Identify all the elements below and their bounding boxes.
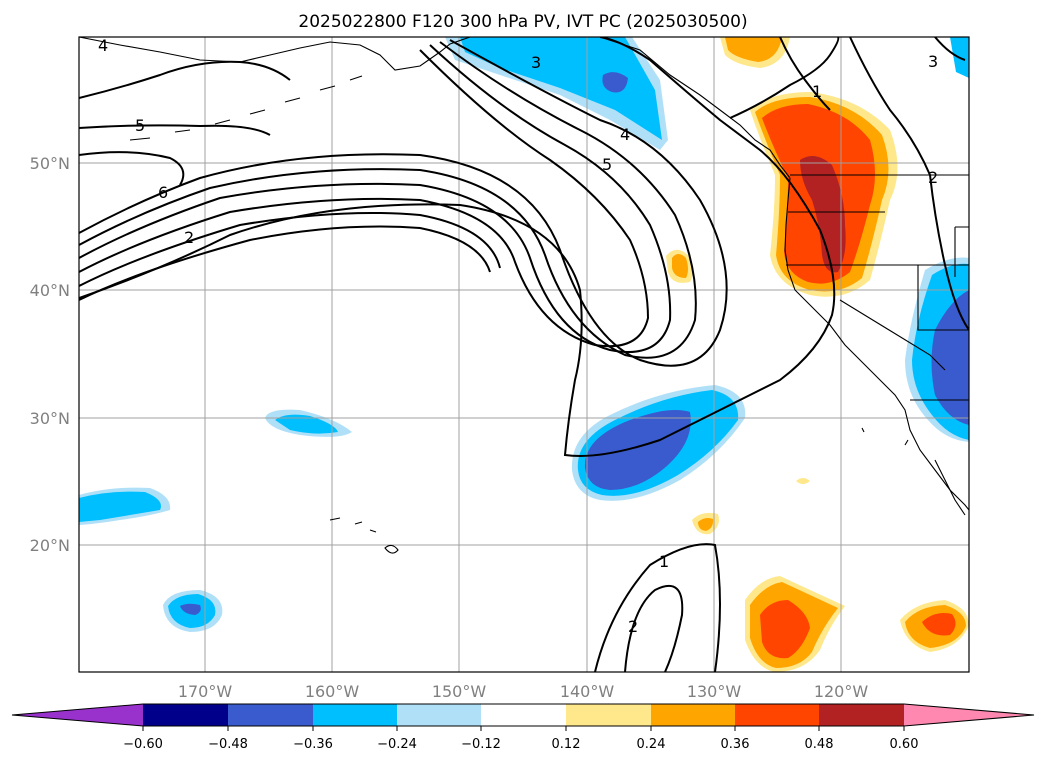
ivt-negative-region-west-edge-core bbox=[79, 491, 161, 522]
ivt-positive-region-pacific-northwest-max bbox=[800, 156, 846, 273]
pv-contour-2-south bbox=[624, 584, 684, 672]
state-border-nv-az bbox=[917, 265, 969, 331]
colorbar-ticks bbox=[142, 726, 905, 731]
latitude-labels: 50°N 40°N 30°N 20°N bbox=[30, 154, 70, 555]
pv-contour-1-right bbox=[729, 37, 840, 119]
colorbar-segment bbox=[397, 704, 481, 726]
map-frame bbox=[78, 36, 970, 673]
pv-contour-6-northwest bbox=[79, 151, 185, 186]
colorbar-tick-label: 0.48 bbox=[805, 737, 834, 752]
longitude-labels: 170°W 160°W 150°W 140°W 130°W 120°W bbox=[178, 682, 869, 701]
contour-labels: 4 5 6 2 3 4 5 1 2 3 1 2 bbox=[98, 36, 938, 636]
colorbar-tick-label: 0.12 bbox=[552, 737, 581, 752]
contour-label: 1 bbox=[659, 552, 669, 571]
colorbar-tick-label: −0.60 bbox=[123, 737, 163, 752]
small-island-mexico bbox=[861, 427, 909, 446]
colorbar-tick-label: 0.24 bbox=[637, 737, 666, 752]
pv-contour-trough-4 bbox=[79, 49, 650, 348]
pv-contour-right-edge bbox=[849, 37, 969, 331]
pv-contour-trough-1 bbox=[79, 39, 728, 367]
lat-label: 20°N bbox=[30, 536, 70, 555]
contour-label: 3 bbox=[928, 52, 938, 71]
negative-anomaly-regions bbox=[79, 37, 969, 632]
alaska-coastline bbox=[79, 37, 471, 71]
pv-contour-1-south bbox=[594, 543, 721, 672]
ivt-positive-region-south-core bbox=[760, 600, 810, 659]
lon-label: 130°W bbox=[687, 682, 742, 701]
colorbar-tick-label: −0.12 bbox=[461, 737, 501, 752]
ivt-positive-region-south-east-core bbox=[922, 613, 956, 636]
lat-label: 40°N bbox=[30, 281, 70, 300]
colorbar-tick-label: −0.36 bbox=[293, 737, 333, 752]
ivt-positive-region-top-core bbox=[725, 37, 782, 62]
lon-label: 150°W bbox=[432, 682, 487, 701]
contour-label: 2 bbox=[628, 617, 638, 636]
lat-label: 30°N bbox=[30, 409, 70, 428]
contour-label: 5 bbox=[602, 155, 612, 174]
ivt-negative-region-california-core bbox=[931, 290, 969, 425]
us-west-coastline bbox=[784, 177, 969, 511]
contour-label: 4 bbox=[620, 125, 630, 144]
colorbar-tick-label: −0.48 bbox=[208, 737, 248, 752]
colorbar-extend-max bbox=[904, 704, 1034, 726]
pv-contours bbox=[79, 37, 969, 672]
colorbar-tick-label: −0.24 bbox=[377, 737, 417, 752]
aleutian-islands bbox=[129, 75, 363, 141]
lon-label: 120°W bbox=[814, 682, 869, 701]
lat-label: 50°N bbox=[30, 154, 70, 173]
lon-label: 170°W bbox=[178, 682, 233, 701]
colorbar-segment bbox=[819, 704, 904, 726]
colorbar-tick-label: 0.36 bbox=[721, 737, 750, 752]
colorbar-tick-labels: −0.60 −0.48 −0.36 −0.24 −0.12 0.12 0.24 … bbox=[123, 737, 918, 752]
colorbar-tick-label: 0.60 bbox=[890, 737, 919, 752]
state-border-east bbox=[954, 226, 969, 277]
gridlines bbox=[79, 37, 969, 672]
contour-label: 4 bbox=[98, 36, 108, 55]
colorbar-segment bbox=[735, 704, 819, 726]
colorbar-segment bbox=[566, 704, 651, 726]
contour-label: 3 bbox=[531, 53, 541, 72]
colorbar: −0.60 −0.48 −0.36 −0.24 −0.12 0.12 0.24 … bbox=[11, 703, 1035, 752]
colorbar-segment bbox=[481, 704, 566, 726]
colorbar-segment bbox=[651, 704, 735, 726]
colorbar-segment bbox=[313, 704, 397, 726]
contour-label: 2 bbox=[928, 168, 938, 187]
colorbar-segment bbox=[143, 704, 228, 726]
baja-peninsula bbox=[934, 459, 966, 516]
pv-contour-4-northwest bbox=[79, 60, 291, 99]
ivt-negative-region-central-pacific-core bbox=[584, 409, 691, 490]
contour-label: 5 bbox=[135, 116, 145, 135]
state-border-ca-nv bbox=[839, 299, 946, 371]
pv-contour-2-large bbox=[79, 37, 836, 457]
ivt-negative-region-south-west-min bbox=[180, 603, 201, 615]
figure-title: 2025022800 F120 300 hPa PV, IVT PC (2025… bbox=[298, 12, 747, 32]
ivt-negative-region-west-hawaii-core bbox=[275, 414, 338, 434]
ivt-negative-region-gulf-alaska-core bbox=[460, 37, 662, 140]
lon-label: 160°W bbox=[305, 682, 360, 701]
contour-label: 2 bbox=[184, 228, 194, 247]
ivt-positive-region-spot-tiny bbox=[796, 478, 810, 484]
ivt-positive-region-spot-mid-core bbox=[672, 254, 688, 278]
colorbar-segment bbox=[228, 704, 313, 726]
colorbar-extend-min bbox=[12, 704, 143, 726]
lon-label: 140°W bbox=[560, 682, 615, 701]
pv-contour-right-edge-3 bbox=[934, 37, 966, 61]
pv-contour-trough-5 bbox=[79, 211, 501, 287]
pv-contour-5-northwest bbox=[79, 124, 271, 136]
pv-contour-right-edge-2 bbox=[779, 37, 831, 111]
contour-label: 1 bbox=[812, 82, 822, 101]
positive-anomaly-regions bbox=[666, 37, 969, 672]
contour-label: 6 bbox=[158, 183, 168, 202]
hawaii-islands bbox=[329, 517, 399, 554]
ivt-negative-region-gulf-alaska-min bbox=[602, 72, 628, 93]
ivt-positive-region-spot-small-core bbox=[698, 518, 714, 531]
map-panel: 4 5 6 2 3 4 5 1 2 3 1 2 50°N 40°N 30°N 2… bbox=[30, 36, 970, 701]
